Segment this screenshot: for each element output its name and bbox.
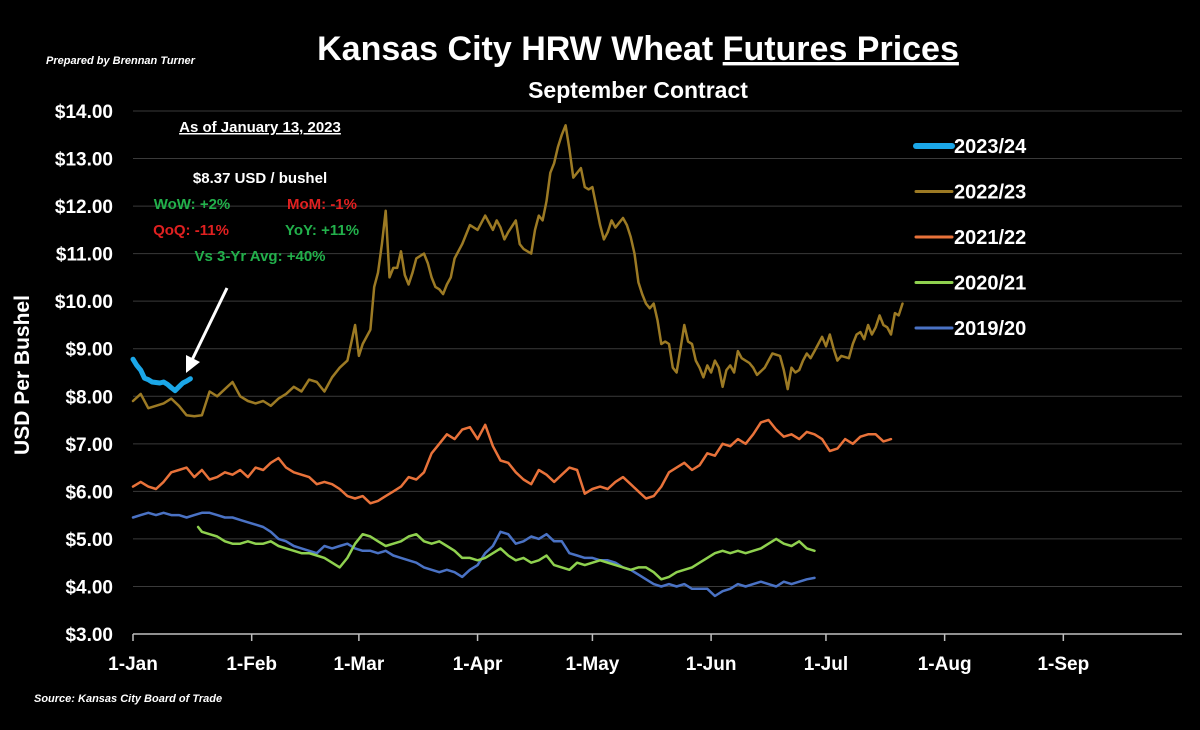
- legend-label: 2023/24: [954, 136, 1027, 158]
- y-tick-label: $9.00: [65, 340, 113, 361]
- annotation-mom: MoM: -1%: [287, 196, 357, 213]
- series-line-2019-20: [131, 511, 816, 598]
- x-tick-label: 1-Jul: [804, 654, 848, 675]
- x-tick-label: 1-Mar: [334, 654, 385, 675]
- legend-label: 2019/20: [954, 318, 1026, 340]
- y-tick-label: $7.00: [65, 435, 113, 456]
- annotation-yoy: YoY: +11%: [285, 222, 359, 239]
- chart-title-underlined: Futures Prices: [723, 30, 959, 68]
- chart-title: Kansas City HRW Wheat Futures Prices: [317, 30, 959, 68]
- x-tick-label: 1-Aug: [918, 654, 972, 675]
- source-note: Source: Kansas City Board of Trade: [34, 693, 222, 705]
- axes: $3.00 $4.00 $5.00 $6.00 $7.00 $8.00 $9.00 $10.0…: [55, 102, 1182, 675]
- annotation-arrow: [186, 287, 229, 373]
- x-tick-label: 1-Feb: [226, 654, 277, 675]
- legend-label: 2021/22: [954, 227, 1026, 249]
- y-tick-label: $11.00: [56, 245, 113, 266]
- legend-label: 2022/23: [954, 182, 1026, 204]
- annotation-wow: WoW: +2%: [154, 196, 231, 213]
- chart-subtitle: September Contract: [528, 77, 748, 103]
- annotation-box: As of January 13, 2023 $8.37 USD / bushe…: [153, 119, 359, 265]
- annotation-price: $8.37 USD / bushel: [193, 170, 327, 187]
- legend: 2023/24 2022/23 2021/22 2020/21 2019/20: [913, 136, 1027, 340]
- x-tick-label: 1-Jun: [686, 654, 737, 675]
- x-tick-label: 1-Apr: [453, 654, 503, 675]
- y-axis-label: USD Per Bushel: [11, 295, 34, 455]
- x-tick-label: 1-May: [565, 654, 619, 675]
- annotation-qoq: QoQ: -11%: [153, 222, 229, 239]
- series-line-2021-22: [131, 418, 893, 505]
- gridlines: [133, 110, 1182, 587]
- y-tick-label: $13.00: [55, 150, 113, 171]
- x-tick-label: 1-Jan: [108, 654, 158, 675]
- chart-title-plain: Kansas City HRW Wheat: [317, 30, 723, 68]
- y-tick-label: $10.00: [55, 292, 113, 313]
- y-tick-label: $3.00: [65, 625, 113, 646]
- series-line-2022-23: [131, 124, 904, 418]
- y-tick-label: $4.00: [65, 577, 113, 598]
- x-tick-label: 1-Sep: [1037, 654, 1089, 675]
- legend-label: 2020/21: [954, 273, 1026, 295]
- series-line-2020-21: [196, 525, 816, 581]
- annotation-heading: As of January 13, 2023: [179, 119, 341, 136]
- series-line-2023-24: [130, 356, 193, 394]
- y-tick-label: $6.00: [65, 482, 113, 503]
- y-tick-label: $14.00: [55, 102, 113, 123]
- y-tick-label: $12.00: [55, 197, 113, 218]
- prepared-by: Prepared by Brennan Turner: [46, 55, 196, 67]
- annotation-vs3yr: Vs 3-Yr Avg: +40%: [194, 248, 325, 265]
- y-tick-label: $5.00: [65, 530, 113, 551]
- series-lines: [130, 124, 904, 598]
- y-tick-label: $8.00: [65, 387, 113, 408]
